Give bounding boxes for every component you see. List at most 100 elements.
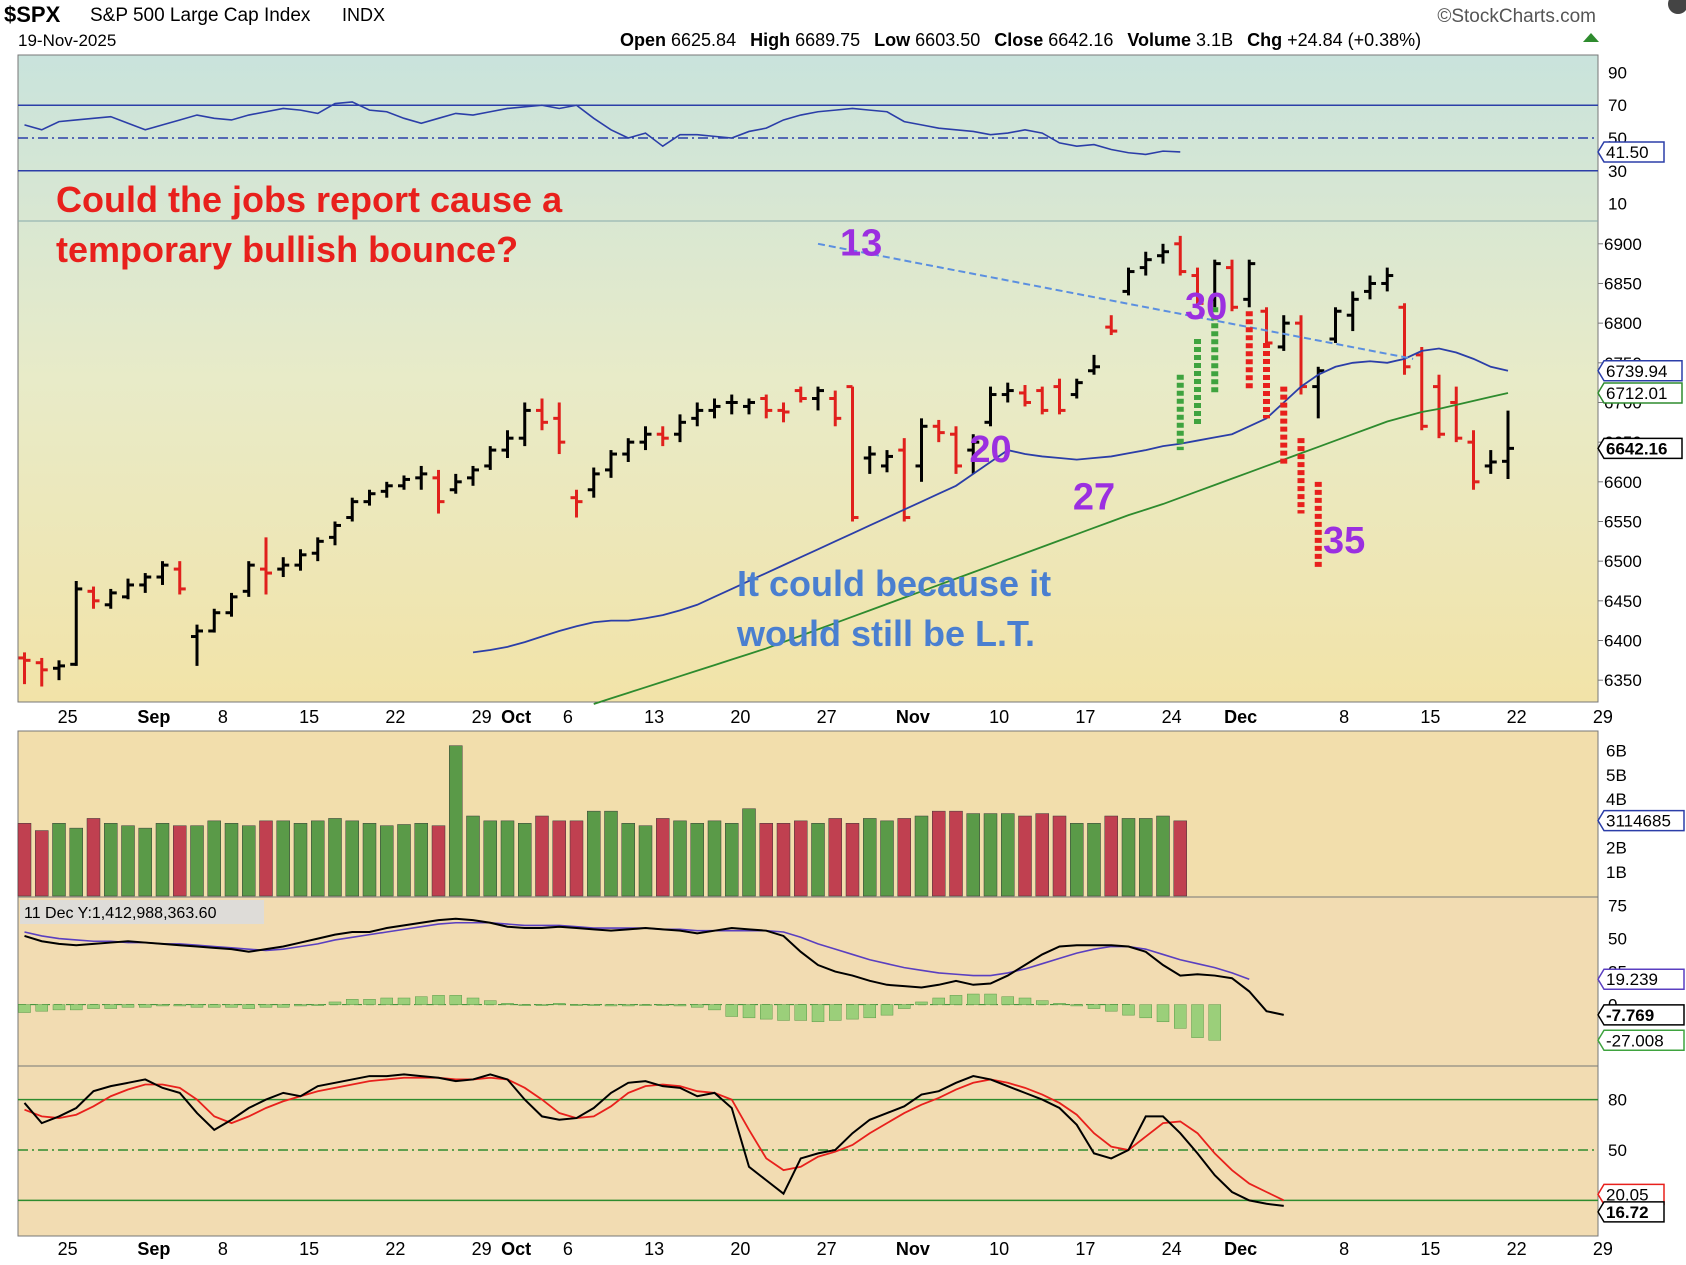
ohlc-label-chg: Chg xyxy=(1247,30,1282,50)
macd-histogram-bar xyxy=(415,996,428,1005)
ma-long-line xyxy=(593,392,1509,705)
price-bar xyxy=(294,549,307,571)
macd-histogram-bar xyxy=(104,1004,117,1009)
price-bar xyxy=(1346,291,1359,332)
price-bar xyxy=(915,418,928,482)
macd-histogram-bar xyxy=(880,1004,894,1016)
cycle-label-35: 35 xyxy=(1323,520,1365,562)
volume-bar xyxy=(621,823,635,897)
price-bar xyxy=(743,398,755,415)
macd-tag-_27_008-text: -27.008 xyxy=(1606,1031,1664,1050)
price-tag-6642-16-text: 6642.16 xyxy=(1606,439,1667,458)
x-label-17: 17 xyxy=(1075,707,1095,727)
price-bar xyxy=(329,521,341,546)
price-tick-6500: 6500 xyxy=(1604,552,1642,571)
price-bar xyxy=(1191,267,1204,308)
macd-histogram-bar xyxy=(863,1004,876,1019)
volume-bar xyxy=(449,745,463,897)
volume-bar xyxy=(776,823,791,897)
macd-histogram-bar xyxy=(1139,1004,1152,1019)
volume-bar xyxy=(690,823,704,897)
rsi-tag-box xyxy=(1597,141,1665,163)
volume-tick-1B: 1B xyxy=(1606,863,1627,882)
volume-bar xyxy=(276,820,290,897)
volume-tag-box xyxy=(1597,809,1685,832)
price-bar xyxy=(829,390,842,427)
stoch-tag-k: 16.72 xyxy=(1597,1201,1665,1223)
price-tag-6739-94-box xyxy=(1597,360,1683,382)
price-bar xyxy=(87,586,100,609)
volume-bar xyxy=(380,825,394,897)
price-bar xyxy=(1364,275,1376,300)
macd-histogram-bar xyxy=(656,1004,669,1006)
rsi-tick-90: 90 xyxy=(1608,63,1627,82)
price-bar xyxy=(173,561,186,595)
volume-bar xyxy=(932,810,946,897)
index-name: S&P 500 Large Cap Index xyxy=(90,5,311,26)
price-bar xyxy=(1001,382,1014,403)
macd-line xyxy=(24,917,1284,1016)
price-bar xyxy=(898,438,911,522)
stochastic-panel xyxy=(17,1065,1599,1237)
x-label-29: 29 xyxy=(1593,707,1613,727)
price-bar xyxy=(760,394,773,419)
x-label-bottom-8: 8 xyxy=(1339,1239,1349,1259)
price-bar xyxy=(1329,307,1342,343)
macd-histogram-bar xyxy=(1122,1004,1135,1016)
x-label-25: 25 xyxy=(58,707,78,727)
macd-histogram-bar xyxy=(173,1004,186,1007)
macd-tag-_7_769-text: -7.769 xyxy=(1606,1006,1654,1025)
stoch-tag-k-box xyxy=(1597,1201,1665,1223)
volume-bar xyxy=(1018,815,1032,897)
volume-bar xyxy=(311,820,325,897)
volume-bar xyxy=(759,823,773,897)
macd-histogram-bar xyxy=(898,1004,911,1009)
price-bar xyxy=(518,402,531,447)
volume-bar xyxy=(345,820,359,897)
macd-histogram-bar xyxy=(259,1004,273,1008)
x-label-bottom-25: 25 xyxy=(58,1239,78,1259)
rsi-tick-70: 70 xyxy=(1608,96,1627,115)
macd-tick-50: 50 xyxy=(1608,930,1627,949)
price-tick-6550: 6550 xyxy=(1604,512,1642,531)
macd-histogram-bar xyxy=(484,1000,497,1005)
volume-bar xyxy=(138,827,152,897)
volume-bar xyxy=(224,823,239,897)
x-label-bottom-6: 6 xyxy=(563,1239,573,1259)
macd-tag-19_239-text: 19.239 xyxy=(1606,970,1658,989)
price-bar xyxy=(277,557,290,578)
x-label-bottom-29: 29 xyxy=(1593,1239,1613,1259)
macd-histogram-bar xyxy=(87,1004,100,1009)
macd-histogram-bar xyxy=(622,1004,635,1007)
macd-tag-_7_769: -7.769 xyxy=(1597,1004,1685,1026)
volume-bar xyxy=(207,820,221,897)
macd-histogram-bar xyxy=(518,1004,531,1006)
price-bar xyxy=(208,608,221,633)
volume-bar xyxy=(173,825,187,897)
x-label-bottom-8: 8 xyxy=(218,1239,228,1259)
price-bar xyxy=(725,394,738,415)
stoch-d-line xyxy=(24,1076,1285,1202)
price-bar xyxy=(812,386,824,411)
macd-histogram-bar xyxy=(121,1004,135,1008)
macd-histogram-bar xyxy=(1018,997,1032,1005)
cycle-label-27: 27 xyxy=(1073,477,1115,519)
x-label-bottom-20: 20 xyxy=(730,1239,750,1259)
volume-bar xyxy=(587,810,601,897)
macd-histogram-bar xyxy=(725,1004,738,1017)
volume-tag: 3114685 xyxy=(1597,809,1685,832)
price-bar xyxy=(484,446,497,470)
volume-bar xyxy=(362,823,377,897)
volume-bar xyxy=(69,827,83,897)
price-bar xyxy=(53,660,65,681)
ohlc-summary: Open 6625.84 High 6689.75 Low 6603.50 Close 664… xyxy=(620,30,1421,50)
price-tick-6350: 6350 xyxy=(1604,671,1642,690)
price-bar xyxy=(104,588,117,609)
price-tag-6642-16-box xyxy=(1597,437,1683,460)
macd-histogram-bar xyxy=(397,997,411,1005)
macd-histogram-bar xyxy=(449,995,462,1005)
x-label-6: 6 xyxy=(563,707,573,727)
close-icon[interactable] xyxy=(1668,0,1686,14)
x-label-29: 29 xyxy=(472,707,492,727)
ohlc-label-low: Low xyxy=(874,30,911,50)
